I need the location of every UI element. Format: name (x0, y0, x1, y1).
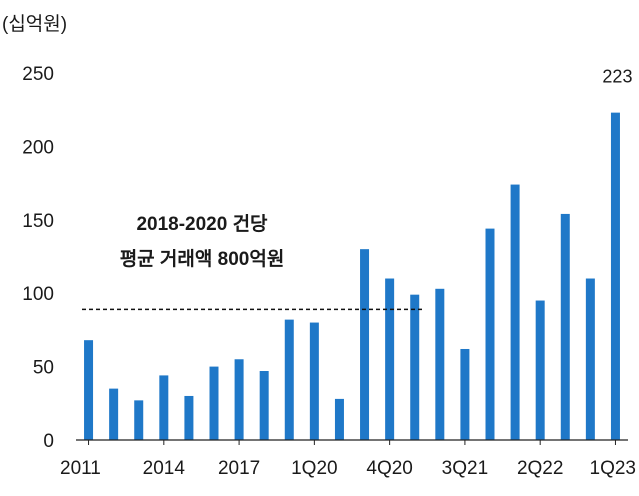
bar (485, 228, 495, 440)
y-tick-label: 200 (22, 137, 54, 158)
bar (109, 388, 119, 440)
x-tick-label: 3Q21 (442, 458, 488, 479)
bar-data-label: 223 (602, 67, 632, 87)
bar (284, 319, 294, 440)
bar (585, 278, 595, 440)
annotation-line-1: 2018-2020 건당 (136, 213, 268, 235)
x-tick-label: 2014 (143, 458, 186, 479)
bar (234, 359, 244, 440)
y-tick-label: 100 (22, 284, 54, 305)
bar (410, 294, 420, 440)
unit-label: (십억원) (2, 13, 67, 35)
data-labels: 223 (602, 67, 632, 87)
bar (610, 112, 620, 441)
bar (510, 184, 520, 440)
bar (259, 371, 269, 440)
x-axis-ticks: 2011 2014 2017 1Q20 4Q20 3Q21 2Q22 1Q23 (60, 440, 636, 479)
annotation-line-2: 평균 거래액 800억원 (120, 248, 285, 270)
bar (209, 366, 219, 440)
y-tick-label: 150 (22, 211, 54, 232)
x-tick-label: 4Q20 (366, 458, 412, 479)
x-tick-label: 1Q23 (590, 458, 636, 479)
bar (134, 400, 144, 440)
bar (184, 395, 194, 440)
x-tick-label: 2Q22 (517, 458, 563, 479)
y-tick-label: 50 (33, 358, 54, 379)
bar (460, 348, 470, 440)
y-tick-label: 250 (22, 64, 54, 85)
x-tick-label: 2011 (60, 458, 101, 479)
bar (159, 375, 169, 440)
y-tick-label: 0 (43, 431, 54, 452)
bar (435, 288, 445, 440)
bar (535, 300, 545, 440)
bars (84, 112, 620, 441)
bar (334, 398, 344, 440)
x-tick-label: 2017 (218, 458, 260, 479)
y-axis-ticks: 0 50 100 150 200 250 (22, 64, 54, 452)
bar (84, 340, 94, 440)
bar (560, 213, 570, 440)
bar (309, 322, 319, 440)
bar (360, 249, 370, 440)
bar (385, 278, 395, 440)
x-tick-label: 1Q20 (291, 458, 337, 479)
